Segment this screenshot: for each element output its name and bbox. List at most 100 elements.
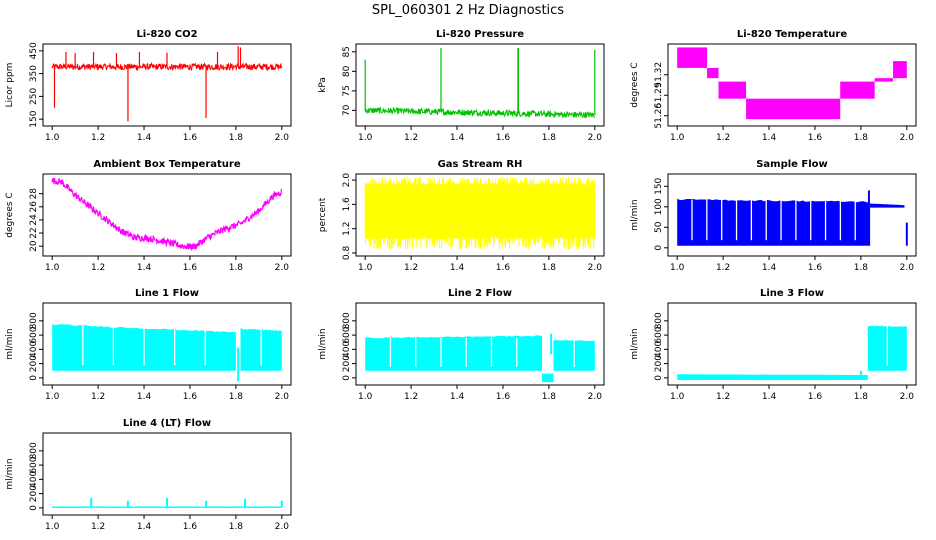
y-tick-label: 200 xyxy=(342,355,352,372)
y-tick-label: 400 xyxy=(29,470,39,487)
y-axis-label: ml/min xyxy=(630,199,640,230)
y-tick-label: 1.2 xyxy=(342,222,352,236)
panel-10: Line 4 (LT) Flow 1.0 1.2 1.4 1.6 1.8 2.0 0 20040… xyxy=(5,418,292,532)
y-tick-label: 0 xyxy=(29,375,39,381)
data-series xyxy=(364,47,596,120)
x-tick-label: 1.2 xyxy=(404,263,418,273)
x-tick-label: 1.6 xyxy=(183,522,198,532)
panel-1: Li-820 CO2 1.0 1.2 1.4 1.6 1.8 2.0 150 250 350 450… xyxy=(5,29,292,143)
x-tick-label: 1.2 xyxy=(716,392,730,402)
panel-5: Gas Stream RH 1.0 1.2 1.4 1.6 1.8 2.0 0.8 1.2 1.6… xyxy=(318,159,605,273)
x-tick-label: 1.4 xyxy=(137,263,152,273)
y-tick-label: 150 xyxy=(654,177,664,194)
series-line xyxy=(51,178,283,252)
series-line xyxy=(364,106,595,120)
y-tick-label: 150 xyxy=(29,110,39,127)
x-tick-label: 1.6 xyxy=(183,392,198,402)
x-tick-label: 1.4 xyxy=(137,133,152,143)
y-tick-label: 50 xyxy=(654,221,664,233)
x-tick-label: 2.0 xyxy=(275,133,290,143)
y-tick-label: 350 xyxy=(29,65,39,82)
plot-frame xyxy=(42,302,292,386)
data-series xyxy=(365,333,595,383)
y-tick-label: 400 xyxy=(654,340,664,357)
plot-frame xyxy=(667,173,917,257)
y-tick-label: 250 xyxy=(29,88,39,105)
data-series xyxy=(51,178,283,252)
flow-segment-1 xyxy=(365,335,542,371)
y-tick-label: 200 xyxy=(29,355,39,372)
temperature-step-3 xyxy=(718,81,747,99)
panel-title: Li-820 CO2 xyxy=(136,29,197,40)
x-tick-label: 1.2 xyxy=(91,263,105,273)
x-tick-label: 1.4 xyxy=(450,392,465,402)
x-tick-label: 1.2 xyxy=(91,392,105,402)
x-tick-label: 1.4 xyxy=(762,263,777,273)
panel-title: Line 2 Flow xyxy=(448,288,512,299)
x-tick-label: 2.0 xyxy=(588,392,603,402)
y-axis-label: ml/min xyxy=(318,328,328,359)
data-series xyxy=(677,190,908,246)
y-tick-label: 800 xyxy=(29,312,39,329)
plot-frame xyxy=(667,302,917,386)
y-tick-label: 600 xyxy=(654,326,664,343)
y-tick-label: 800 xyxy=(342,312,352,329)
x-tick-label: 1.2 xyxy=(404,392,418,402)
y-tick-label: 20 xyxy=(29,240,39,252)
y-tick-label: 400 xyxy=(342,340,352,357)
y-tick-label: 0 xyxy=(342,375,352,381)
x-tick-label: 1.2 xyxy=(91,133,105,143)
data-series xyxy=(677,325,907,380)
x-tick-label: 1.4 xyxy=(450,133,465,143)
x-tick-label: 1.4 xyxy=(137,522,152,532)
x-tick-label: 1.0 xyxy=(358,392,373,402)
flow-segment-1 xyxy=(677,198,871,246)
y-tick-label: 800 xyxy=(29,442,39,459)
x-tick-label: 1.6 xyxy=(183,133,198,143)
y-tick-label: 2.0 xyxy=(342,173,352,188)
x-tick-label: 1.0 xyxy=(670,263,685,273)
y-tick-label: 0 xyxy=(29,505,39,511)
x-tick-label: 1.2 xyxy=(716,133,730,143)
x-tick-label: 1.2 xyxy=(91,522,105,532)
panel-title: Line 4 (LT) Flow xyxy=(123,418,211,429)
x-tick-label: 1.8 xyxy=(229,133,244,143)
flow-segment-1 xyxy=(677,374,868,380)
x-tick-label: 1.8 xyxy=(854,263,869,273)
x-tick-label: 1.0 xyxy=(45,392,60,402)
x-tick-label: 1.8 xyxy=(542,392,557,402)
panel-title: Line 3 Flow xyxy=(760,288,824,299)
temperature-step-1 xyxy=(677,47,708,68)
panel-title: Li-820 Pressure xyxy=(436,29,524,40)
panel-6: Sample Flow 1.0 1.2 1.4 1.6 1.8 2.0 0 50 100 150 ml… xyxy=(630,159,917,273)
x-tick-label: 1.8 xyxy=(542,133,557,143)
panel-2: Li-820 Pressure 1.0 1.2 1.4 1.6 1.8 2.0 70 75 80 8… xyxy=(318,29,605,143)
plot-frame xyxy=(42,432,292,516)
x-tick-label: 1.6 xyxy=(496,263,511,273)
x-tick-label: 1.8 xyxy=(854,392,869,402)
x-tick-label: 1.6 xyxy=(496,133,511,143)
data-series xyxy=(51,46,283,122)
y-axis-label: degrees C xyxy=(630,62,640,107)
y-tick-label: 600 xyxy=(29,326,39,343)
temperature-step-2 xyxy=(707,67,719,79)
y-tick-label: 70 xyxy=(342,104,352,116)
panel-title: Gas Stream RH xyxy=(438,159,523,170)
panel-4: Ambient Box Temperature 1.0 1.2 1.4 1.6 1.8 2.… xyxy=(5,159,292,273)
panel-9: Line 3 Flow 1.0 1.2 1.4 1.6 1.8 2.0 0 2004006008… xyxy=(630,288,917,402)
y-axis-label: ml/min xyxy=(630,328,640,359)
panel-title: Li-820 Temperature xyxy=(737,29,847,40)
x-tick-label: 2.0 xyxy=(275,522,290,532)
temperature-step-7 xyxy=(893,61,907,79)
panel-3: Li-820 Temperature 1.0 1.2 1.4 1.6 1.8 2.0 51.2… xyxy=(630,29,917,143)
x-tick-label: 1.0 xyxy=(358,133,373,143)
x-tick-label: 1.6 xyxy=(496,392,511,402)
data-series xyxy=(677,47,907,120)
x-tick-label: 1.4 xyxy=(762,392,777,402)
y-tick-label: 0 xyxy=(654,245,664,251)
x-tick-label: 1.6 xyxy=(808,392,823,402)
x-tick-label: 1.0 xyxy=(45,263,60,273)
plot-frame xyxy=(42,43,292,127)
temperature-step-4 xyxy=(746,98,841,120)
y-tick-label: 28 xyxy=(29,188,39,200)
